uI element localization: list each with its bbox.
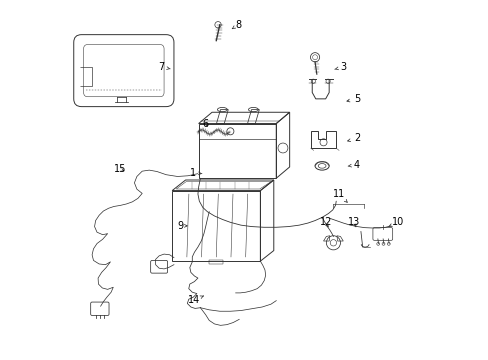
Text: 15: 15: [114, 165, 126, 174]
Text: 5: 5: [346, 94, 360, 104]
Text: 7: 7: [158, 62, 170, 72]
Text: 14: 14: [188, 295, 203, 305]
Text: 3: 3: [334, 62, 346, 72]
Text: 13: 13: [347, 217, 359, 227]
Text: 11: 11: [332, 189, 346, 202]
Text: 8: 8: [232, 20, 241, 30]
Text: 2: 2: [347, 133, 360, 143]
Bar: [209, 260, 223, 264]
Text: 4: 4: [347, 160, 359, 170]
Text: 12: 12: [319, 217, 331, 227]
Text: 6: 6: [202, 118, 208, 129]
Text: 1: 1: [190, 168, 202, 178]
Text: 9: 9: [177, 221, 187, 231]
Text: 10: 10: [388, 217, 403, 227]
